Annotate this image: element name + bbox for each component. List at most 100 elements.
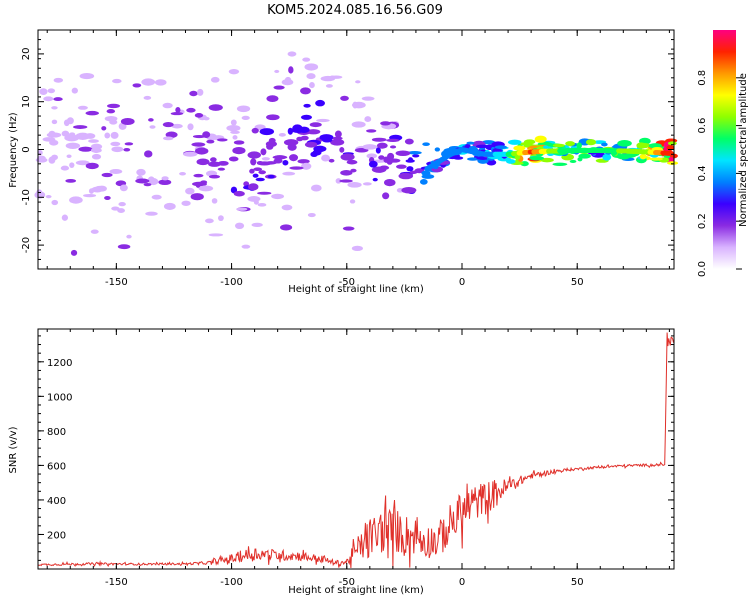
spectral-blob: [306, 129, 321, 135]
spectral-blob: [210, 157, 217, 163]
spectral-blob: [351, 245, 364, 251]
spectral-blob: [203, 116, 210, 121]
spectral-blob: [300, 87, 311, 95]
spectral-blob: [182, 151, 198, 157]
spectral-blob: [466, 141, 475, 145]
spectral-blob: [278, 132, 286, 137]
spectral-blob: [218, 215, 224, 222]
spectral-blob: [233, 190, 245, 197]
spectral-blob: [148, 118, 154, 122]
colorbar-tick-label: 0.6: [697, 118, 708, 134]
spectral-blob: [328, 158, 335, 163]
spectral-blob: [258, 170, 266, 175]
spectral-blob: [371, 166, 387, 173]
spectral-blob: [325, 84, 333, 88]
spectral-blob: [257, 202, 267, 207]
snr-y-tick-label: 200: [47, 530, 66, 541]
spectral-blob: [70, 249, 78, 256]
spectral-blob: [421, 170, 431, 176]
spectral-blob: [179, 172, 186, 176]
spectral-blob: [378, 155, 385, 160]
spectral-blob: [422, 142, 430, 147]
spectral-blob: [151, 194, 162, 200]
spectral-blob: [195, 182, 201, 188]
spectral-blob: [65, 142, 81, 149]
spectral-blob: [126, 234, 132, 239]
spectral-blob: [301, 162, 312, 170]
spectral-blob: [252, 173, 259, 178]
spectral-blob: [520, 142, 533, 146]
spectrogram-y-tick-label: 0: [21, 146, 32, 152]
spectral-blob: [287, 127, 294, 135]
spectral-blob: [304, 63, 319, 71]
spectral-blob: [636, 142, 646, 149]
spectral-blob: [191, 142, 206, 147]
spectral-blob: [205, 218, 214, 224]
spectral-blob: [296, 136, 304, 142]
colorbar-gradient: [713, 30, 736, 269]
spectral-blob: [349, 199, 356, 204]
spectral-blob: [228, 156, 239, 162]
spectral-blob: [351, 121, 366, 128]
spectral-blob: [251, 222, 263, 228]
spectral-blob: [232, 135, 238, 140]
spectral-blob: [552, 162, 568, 166]
spectral-blob: [380, 121, 391, 126]
spectral-blob: [434, 147, 441, 152]
spectral-blob: [372, 177, 378, 182]
snr-frame: [37, 328, 675, 570]
spectral-blob: [230, 119, 237, 126]
spectral-blob: [85, 162, 99, 170]
spectral-blob: [268, 137, 276, 144]
colorbar-tick-label: 0.0: [697, 261, 708, 277]
spectral-blob: [667, 141, 677, 146]
spectral-blob: [382, 192, 390, 200]
spectral-blob: [272, 155, 288, 160]
spectral-blob: [289, 166, 304, 170]
spectral-blob: [309, 81, 315, 89]
spectral-blob: [194, 113, 204, 118]
spectral-blob: [259, 128, 275, 136]
spectral-blob: [110, 141, 121, 147]
spectral-blob: [361, 96, 375, 101]
spectral-blob: [148, 176, 155, 183]
spectral-blob: [552, 143, 565, 148]
spectral-blob: [339, 179, 353, 183]
spectral-blob: [297, 159, 310, 164]
colorbar-ticks: 0.0 0.2 0.4 0.6 0.8: [697, 70, 742, 277]
snr-y-tick-label: 1200: [47, 358, 72, 369]
colorbar-label: Normalized spectral amplitude: [738, 73, 749, 227]
spectral-blob: [51, 106, 58, 110]
spectral-blob: [639, 153, 647, 160]
spectral-blob: [256, 161, 264, 165]
spectral-blob: [158, 179, 172, 186]
spectral-blob: [251, 127, 259, 134]
spectral-blob: [64, 134, 80, 142]
spectral-ridge-mark: [667, 150, 674, 156]
snr-series-line: [37, 332, 674, 569]
spectrogram-x-tick-label: -50: [339, 277, 355, 288]
spectral-blob: [85, 110, 99, 116]
spectral-blob: [149, 125, 156, 129]
spectral-blob: [362, 144, 378, 150]
spectral-blob: [198, 185, 214, 192]
spectral-blob: [602, 153, 612, 161]
spectral-blob: [228, 69, 240, 75]
spectral-blob: [120, 118, 135, 126]
spectral-blob: [107, 103, 121, 109]
spectral-blob: [273, 85, 285, 90]
spectrogram-blobs: [34, 51, 679, 256]
spectral-blob: [45, 195, 52, 199]
spectral-blob: [281, 204, 293, 211]
snr-y-ticks: 200 400 600 800 1000 1200: [38, 335, 674, 561]
spectral-blob: [241, 115, 250, 120]
spectral-blob: [288, 66, 294, 74]
spectral-blob: [65, 178, 77, 183]
spectral-blob: [143, 182, 152, 187]
spectral-blob: [189, 90, 198, 97]
spectral-blob: [375, 147, 381, 154]
spectral-blob: [404, 138, 414, 145]
spectrogram-y-tick-label: -10: [21, 189, 32, 205]
spectral-blob: [347, 182, 362, 188]
spectrogram-x-tick-label: -100: [220, 277, 243, 288]
